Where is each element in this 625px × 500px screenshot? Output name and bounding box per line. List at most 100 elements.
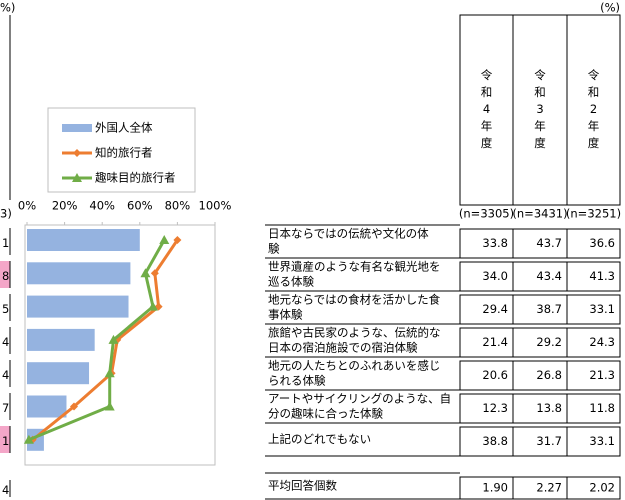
value-cell	[566, 261, 621, 292]
value: 33.1	[589, 302, 615, 316]
value: 2.27	[536, 481, 562, 495]
row-label: られる体験	[268, 374, 326, 388]
column-header: 令和 3 年度	[534, 68, 546, 150]
legend-label: 知的旅行者	[95, 146, 153, 160]
highlight	[0, 426, 10, 453]
x-tick-label: 80%	[165, 199, 191, 213]
value: 29.2	[536, 335, 562, 349]
char: 度	[481, 136, 493, 150]
legend-marker	[73, 149, 81, 157]
n-label: (n=3305)	[459, 207, 514, 221]
char: 度	[588, 136, 600, 150]
char: 和	[534, 85, 546, 99]
value: 31.7	[536, 434, 562, 448]
value: 4	[2, 483, 9, 497]
legend-marker	[72, 173, 82, 182]
x-tick-label: 100%	[199, 199, 232, 213]
column-header: 令和 4 年度	[481, 68, 493, 150]
value: 11.8	[589, 401, 615, 415]
value: 8	[2, 269, 9, 283]
value: 4	[2, 335, 9, 349]
char: 和	[481, 85, 493, 99]
value: 29.4	[482, 302, 508, 316]
n-label: 3)	[0, 207, 12, 221]
value: 26.8	[536, 368, 562, 382]
char: 3	[536, 102, 543, 116]
legend-label: 外国人全体	[95, 121, 153, 135]
row-label: 日本ならではの伝統や文化の体	[268, 227, 429, 241]
char: 令	[481, 68, 493, 82]
x-tick-label: 0%	[18, 199, 36, 213]
row-label: 平均回答個数	[268, 479, 337, 493]
char: 年	[481, 119, 493, 133]
char: 年	[534, 119, 546, 133]
value: 1	[2, 236, 9, 250]
row-label: 世界遺産のような有名な観光地を	[268, 260, 441, 274]
value-cell	[566, 393, 621, 424]
row-label: 上記のどれでもない	[268, 432, 371, 446]
row-label: 事体験	[268, 308, 303, 322]
char: 4	[483, 102, 490, 116]
marker	[173, 236, 182, 244]
marker	[23, 434, 34, 444]
value: 41.3	[589, 269, 615, 283]
value-cell	[566, 476, 621, 500]
x-tick-label: 60%	[127, 199, 153, 213]
value-cell	[566, 360, 621, 391]
highlight	[0, 261, 10, 288]
char: 2	[590, 102, 597, 116]
x-tick-label: 40%	[89, 199, 115, 213]
value: 34.0	[482, 269, 508, 283]
value: 43.7	[536, 236, 562, 250]
value: 43.4	[536, 269, 562, 283]
row-label: 分の趣味に合った体験	[268, 407, 383, 421]
value: 38.8	[482, 434, 508, 448]
unit-label: %)	[0, 1, 15, 15]
marker	[104, 368, 115, 378]
char: 度	[534, 136, 546, 150]
marker	[159, 235, 170, 244]
value: 12.3	[482, 401, 508, 415]
value: 33.1	[589, 434, 615, 448]
char: 和	[588, 85, 600, 99]
value: 21.3	[589, 368, 615, 382]
char: 令	[588, 68, 600, 82]
n-label: (n=3251)	[566, 207, 621, 221]
value: 36.6	[589, 236, 615, 250]
value: 38.7	[536, 302, 562, 316]
x-tick-label: 20%	[52, 199, 78, 213]
row-label: アートやサイクリングのような、自	[268, 392, 451, 406]
column-header: 令和 2 年度	[588, 68, 600, 150]
row-label: 地元ならではの食材を活かした食	[268, 293, 441, 307]
value-cell	[566, 426, 621, 457]
char: 年	[588, 119, 600, 133]
marker	[104, 401, 115, 411]
value: 4	[2, 368, 9, 382]
value: 21.4	[482, 335, 508, 349]
legend-swatch	[62, 124, 92, 132]
value-cell	[566, 294, 621, 325]
value-cell	[566, 228, 621, 259]
row-label: 地元の人たちとのふれあいを感じ	[268, 359, 440, 373]
value: 33.8	[482, 236, 508, 250]
value: 2.02	[589, 481, 615, 495]
value: 1	[2, 434, 9, 448]
bar	[27, 295, 129, 318]
marker	[147, 301, 158, 311]
row-label: 巡る体験	[268, 275, 314, 289]
unit-label: (%)	[600, 1, 620, 15]
bar	[27, 328, 95, 351]
value: 1.90	[482, 481, 508, 495]
n-label: (n=3431)	[512, 207, 567, 221]
bar	[27, 229, 140, 251]
value: 20.6	[482, 368, 508, 382]
bar	[27, 362, 90, 385]
char: 令	[534, 68, 546, 82]
marker	[70, 402, 78, 411]
value-cell	[566, 327, 621, 358]
value: 13.8	[536, 401, 562, 415]
header-cell	[459, 14, 621, 206]
bar	[27, 395, 67, 418]
row-label: 旅館や古民家のような、伝統的な	[268, 326, 441, 340]
